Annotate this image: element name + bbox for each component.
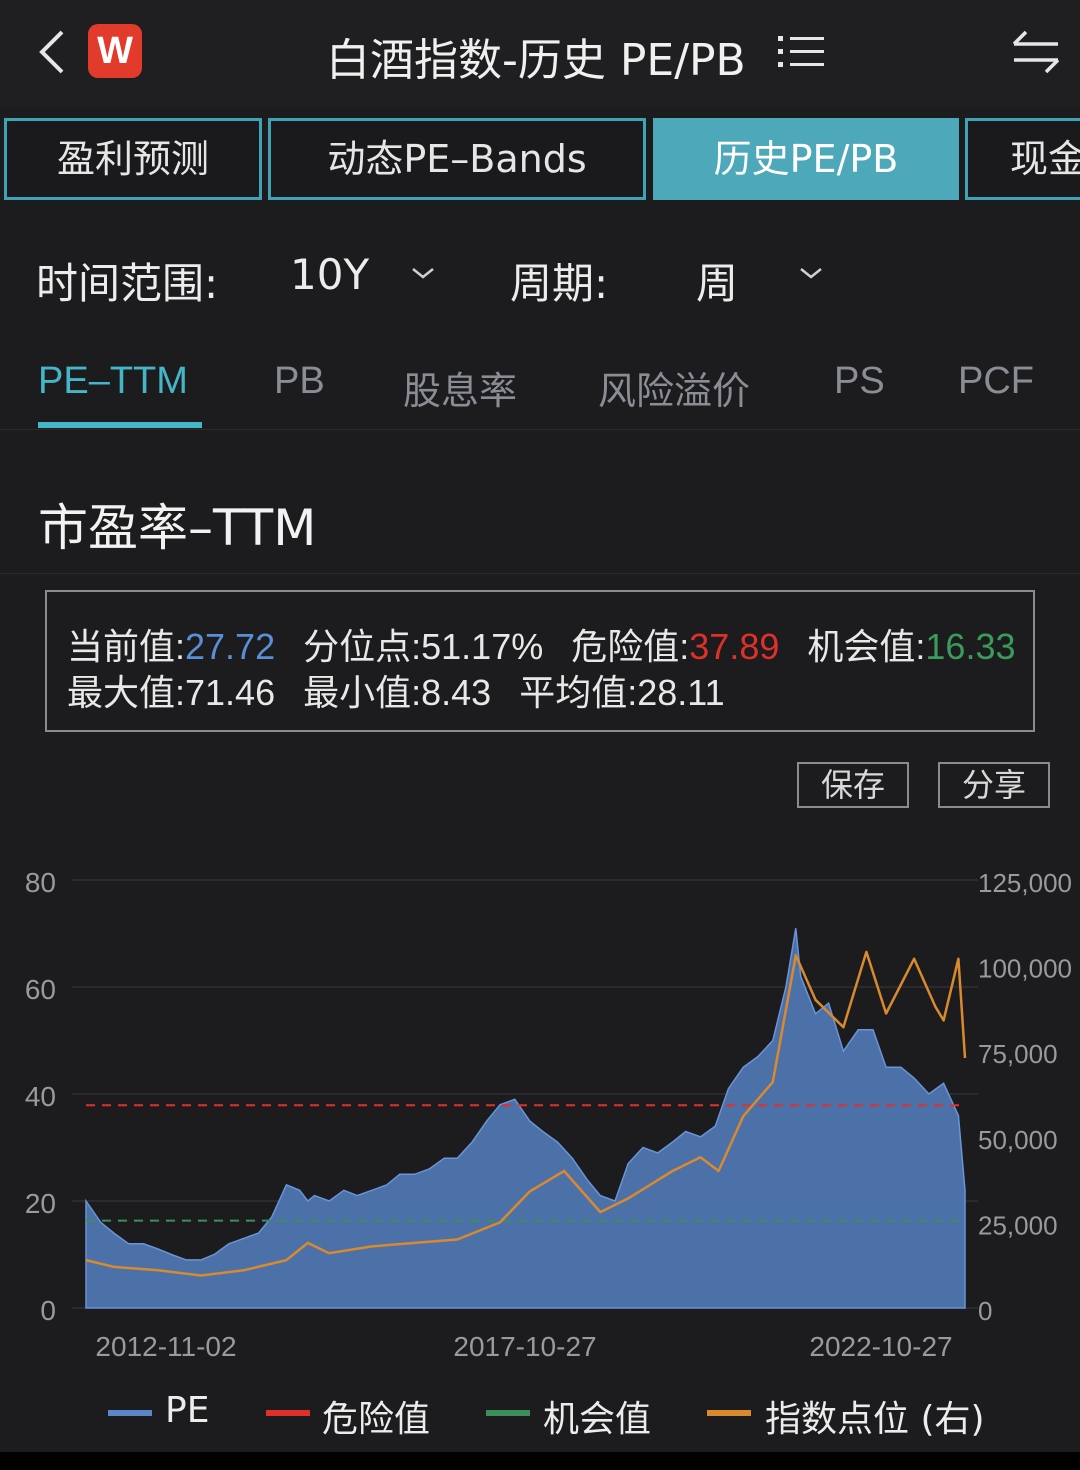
y-left-tick-label: 0 [40,1295,56,1326]
y-right-tick-label: 100,000 [978,954,1072,984]
time-range-label: 时间范围: [36,259,219,308]
tab-earnings-forecast[interactable]: 盈利预测 [4,118,262,200]
list-menu-icon[interactable] [776,30,826,74]
avg-value: 28.11 [637,672,725,713]
switch-arrows-icon[interactable] [1010,28,1062,76]
page-title: 白酒指数-历史 PE/PB [326,35,746,86]
main-tabs: 盈利预测 动态PE–Bands 历史PE/PB 现金 [0,116,1080,202]
share-button[interactable]: 分享 [938,762,1050,808]
legend-pe: PE [165,1390,210,1431]
legend-swatch-danger [266,1410,310,1416]
avg-label: 平均值: [519,672,638,713]
danger-label: 危险值: [571,626,690,667]
danger-value: 37.89 [689,626,780,667]
percentile-label: 分位点: [303,626,422,667]
percentile-value: 51.17% [421,626,544,667]
subtab-dividend-yield[interactable]: 股息率 [403,371,518,413]
tab-pe-bands[interactable]: 动态PE–Bands [268,118,646,200]
chevron-down-icon[interactable] [410,262,436,284]
subtab-ps[interactable]: PS [834,360,885,402]
time-range-select[interactable]: 10Y [290,250,370,299]
y-right-tick-label: 125,000 [978,868,1072,898]
index-line-series [85,950,967,1277]
subtab-pb[interactable]: PB [274,360,325,402]
legend-swatch-index [707,1410,751,1416]
min-label: 最小值: [303,672,422,713]
bottom-bar [0,1452,1080,1470]
x-tick-label: 2017-10-27 [453,1331,596,1362]
legend-danger: 危险值 [322,1399,431,1440]
max-label: 最大值: [67,672,186,713]
x-tick-label: 2022-10-27 [809,1331,952,1362]
chevron-down-icon[interactable] [798,262,824,284]
active-tab-indicator [38,422,202,428]
subtab-pcf[interactable]: PCF [958,360,1034,402]
stats-row-1: 当前值:27.72 分位点:51.17% 危险值:37.89 机会值:16.33 [67,618,1016,670]
y-right-tick-label: 50,000 [978,1125,1058,1155]
top-bar: W 白酒指数-历史 PE/PB [0,0,1080,108]
subtab-risk-premium[interactable]: 风险溢价 [598,371,751,413]
stats-row-2: 最大值:71.46 最小值:8.43 平均值:28.11 [67,664,725,716]
tab-cash[interactable]: 现金 [965,118,1080,200]
current-value: 27.72 [185,626,276,667]
min-value: 8.43 [421,672,492,713]
max-value: 71.46 [185,672,276,713]
x-tick-label: 2012-11-02 [95,1331,236,1362]
pe-area-series [85,928,966,1309]
period-select[interactable]: 周 [696,259,739,308]
legend-index: 指数点位 (右) [765,1399,985,1440]
divider [0,573,1080,574]
tab-historical-pe-pb[interactable]: 历史PE/PB [653,118,959,200]
pe-history-chart[interactable]: 0 20 40 60 80 0 25,000 50,000 75,000 100,000 125,0… [0,850,1080,1370]
period-label: 周期: [510,259,609,308]
stats-panel: 当前值:27.72 分位点:51.17% 危险值:37.89 机会值:16.33… [45,590,1035,732]
app-logo: W [88,24,142,78]
legend-swatch-opportunity [486,1410,530,1416]
y-right-tick-label: 75,000 [978,1039,1058,1069]
y-right-tick-label: 0 [978,1296,992,1326]
metric-tabs: PE–TTM PB 股息率 风险溢价 PS PCF [0,350,1080,430]
opportunity-value: 16.33 [925,626,1016,667]
current-label: 当前值: [67,626,186,667]
y-left-tick-label: 40 [25,1081,56,1112]
save-button[interactable]: 保存 [797,762,909,808]
y-left-tick-label: 20 [25,1188,56,1219]
legend-swatch-pe [108,1410,152,1416]
section-title: 市盈率–TTM [38,499,317,557]
legend-opportunity: 机会值 [543,1399,652,1440]
y-left-tick-label: 60 [25,974,56,1005]
y-right-tick-label: 25,000 [978,1210,1058,1240]
opportunity-label: 机会值: [807,626,926,667]
y-left-tick-label: 80 [25,867,56,898]
chevron-left-icon[interactable] [30,24,74,80]
subtab-pe-ttm[interactable]: PE–TTM [38,360,188,402]
